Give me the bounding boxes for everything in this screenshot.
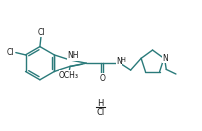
Text: H: H (120, 57, 125, 63)
Text: N: N (116, 57, 122, 66)
Text: Cl: Cl (7, 48, 15, 57)
Text: Cl: Cl (37, 28, 45, 37)
Text: H: H (97, 99, 103, 108)
Text: OCH₃: OCH₃ (59, 71, 79, 80)
Text: N: N (162, 54, 168, 63)
Text: O: O (100, 74, 106, 83)
Text: Cl: Cl (96, 108, 104, 117)
Text: NH: NH (67, 51, 79, 60)
